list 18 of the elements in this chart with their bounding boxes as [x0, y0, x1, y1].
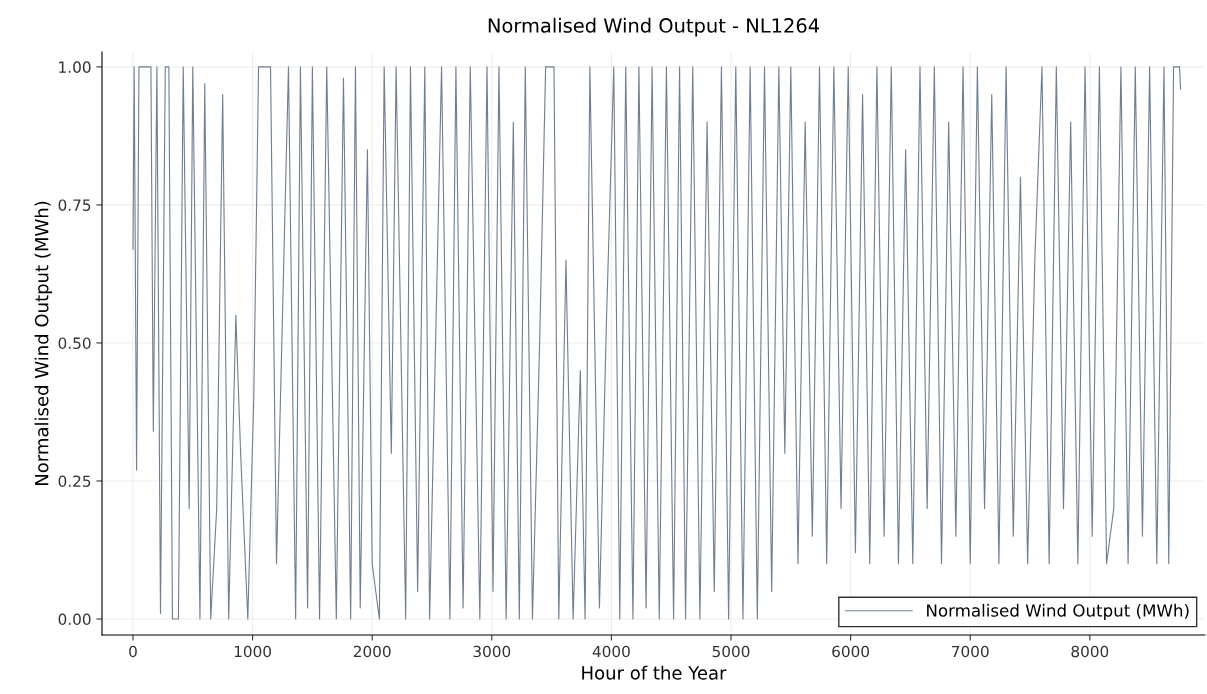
x-tick-label: 2000: [353, 645, 391, 658]
x-tick-label: 3000: [473, 645, 511, 658]
x-tick-label: 8000: [1071, 645, 1109, 658]
x-tick-label: 6000: [832, 645, 870, 658]
y-axis-title: Normalised Wind Output (MWh): [34, 201, 53, 486]
x-axis-title: Hour of the Year: [582, 665, 727, 680]
y-tick-label: 0.25: [58, 475, 91, 487]
legend-label: Normalised Wind Output (MWh): [927, 603, 1189, 620]
x-tick-label: 4000: [592, 645, 630, 658]
x-tick-label: 5000: [712, 645, 750, 658]
x-tick-label: 0: [129, 645, 137, 658]
x-tick-label: 7000: [952, 645, 989, 658]
x-tick-label: 1000: [234, 645, 272, 658]
y-tick-label: 1.00: [59, 61, 91, 73]
chart-title: Normalised Wind Output - NL1264: [488, 17, 820, 37]
y-tick-label: 0.75: [58, 199, 91, 211]
y-tick-label: 0.50: [58, 337, 91, 349]
y-tick-label: 0.00: [58, 613, 91, 626]
